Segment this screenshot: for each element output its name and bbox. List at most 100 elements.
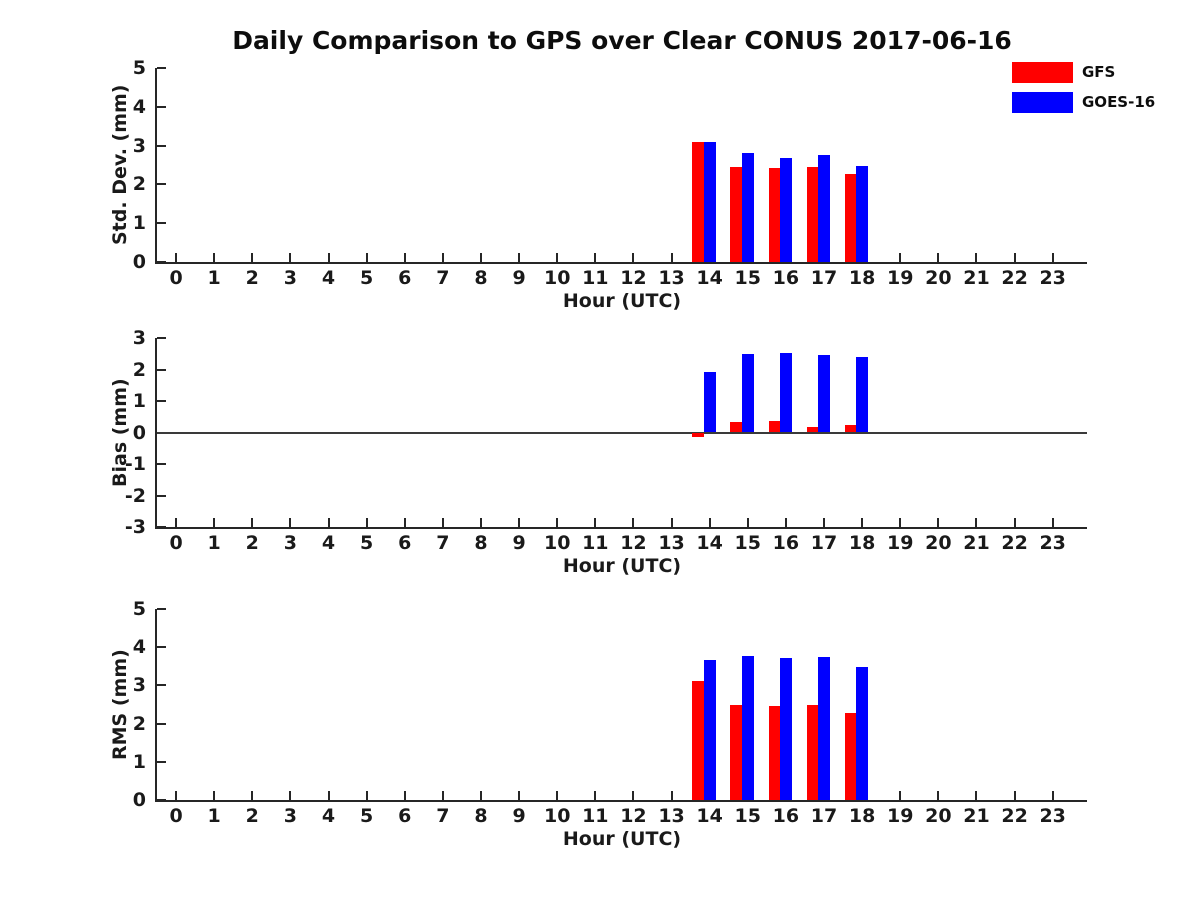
bar-goes-16-hour-16 <box>779 158 792 262</box>
y-tick-mark <box>157 67 166 69</box>
x-tick-label: 9 <box>512 532 526 554</box>
x-tick-label: 21 <box>963 805 990 827</box>
x-tick-label: 10 <box>543 805 571 827</box>
y-tick-mark <box>157 526 166 528</box>
x-tick-label: 16 <box>772 805 800 827</box>
x-tick-label: 15 <box>734 805 761 827</box>
x-tick-label: 19 <box>887 805 914 827</box>
legend-label-gfs: GFS <box>1082 63 1116 81</box>
y-tick-label: -2 <box>124 484 146 507</box>
x-tick-mark <box>708 518 711 527</box>
bar-gfs-hour-16 <box>768 420 781 433</box>
x-tick-label: 2 <box>245 805 259 827</box>
x-tick-mark <box>937 253 940 262</box>
bar-gfs-hour-16 <box>768 706 781 800</box>
x-tick-mark <box>1051 253 1054 262</box>
x-tick-label: 6 <box>398 805 412 827</box>
y-tick-mark <box>157 646 166 649</box>
x-tick-mark <box>899 253 902 262</box>
x-tick-label: 12 <box>620 532 647 554</box>
x-tick-mark <box>1051 791 1054 800</box>
bar-goes-16-hour-14 <box>703 659 716 800</box>
x-tick-mark <box>251 791 254 800</box>
x-tick-mark <box>327 518 330 527</box>
x-tick-mark <box>327 253 330 262</box>
y-tick-mark <box>157 400 166 402</box>
y-tick-label: -1 <box>124 453 146 475</box>
y-tick-label: 2 <box>132 712 146 735</box>
x-tick-label: 17 <box>810 267 838 289</box>
x-tick-mark <box>594 518 597 527</box>
x-tick-mark <box>594 253 597 262</box>
x-tick-mark <box>556 253 559 262</box>
x-tick-mark <box>213 791 216 800</box>
x-tick-mark <box>441 518 444 527</box>
bar-gfs-hour-18 <box>844 173 857 262</box>
bar-goes-16-hour-18 <box>856 165 869 262</box>
y-tick-mark <box>157 608 166 610</box>
x-tick-label: 15 <box>734 267 761 289</box>
y-tick-label: 1 <box>132 750 146 773</box>
y-tick-label: 2 <box>132 173 146 196</box>
x-tick-label: 1 <box>207 532 221 554</box>
x-tick-mark <box>175 518 178 527</box>
x-tick-label: 13 <box>658 267 685 289</box>
bar-gfs-hour-15 <box>730 705 743 800</box>
legend-item-gfs: GFS <box>1012 62 1155 83</box>
x-tick-mark <box>251 253 254 262</box>
x-tick-mark <box>899 791 902 800</box>
y-tick-mark <box>157 463 166 465</box>
x-tick-label: 18 <box>848 805 876 827</box>
x-tick-label: 22 <box>1001 805 1028 827</box>
x-tick-label: 8 <box>474 532 488 554</box>
legend-swatch-goes16 <box>1012 92 1073 113</box>
y-tick-mark <box>157 337 166 339</box>
legend-label-goes16: GOES-16 <box>1082 93 1156 111</box>
bar-gfs-hour-15 <box>730 421 743 433</box>
y-tick-label: 3 <box>132 327 146 349</box>
x-tick-label: 21 <box>963 267 990 289</box>
x-tick-label: 14 <box>696 267 723 289</box>
y-tick-label: 4 <box>132 95 146 118</box>
x-axis-spine <box>155 527 1087 529</box>
bar-gfs-hour-17 <box>806 426 819 433</box>
y-tick-mark <box>157 722 166 725</box>
x-tick-label: 11 <box>582 532 609 554</box>
bar-gfs-hour-14 <box>692 141 705 262</box>
x-tick-label: 1 <box>207 267 221 289</box>
x-tick-mark <box>937 518 940 527</box>
y-tick-label: 1 <box>132 390 146 412</box>
x-tick-label: 4 <box>321 532 336 554</box>
x-tick-mark <box>479 253 482 262</box>
bar-goes-16-hour-16 <box>779 352 792 433</box>
x-tick-mark <box>365 791 368 800</box>
x-tick-mark <box>975 518 978 527</box>
x-tick-label: 10 <box>543 267 571 289</box>
x-tick-mark <box>1051 518 1054 527</box>
y-tick-label: 2 <box>132 358 146 381</box>
x-tick-mark <box>175 253 178 262</box>
x-tick-label: 19 <box>887 267 914 289</box>
x-tick-mark <box>518 253 521 262</box>
x-tick-mark <box>1013 791 1016 800</box>
x-tick-mark <box>289 791 292 800</box>
x-tick-mark <box>632 518 635 527</box>
x-tick-label: 2 <box>245 267 259 289</box>
y-tick-label: 1 <box>132 212 146 235</box>
x-tick-label: 0 <box>169 267 183 289</box>
x-tick-mark <box>175 791 178 800</box>
x-tick-label: 7 <box>436 532 450 554</box>
legend: GFS GOES-16 <box>1012 62 1155 122</box>
x-tick-label: 22 <box>1001 532 1028 554</box>
x-tick-mark <box>365 518 368 527</box>
x-tick-label: 5 <box>360 532 374 554</box>
y-tick-mark <box>157 105 166 108</box>
y-tick-label: -3 <box>124 516 146 538</box>
x-tick-label: 5 <box>360 805 374 827</box>
x-tick-mark <box>1013 253 1016 262</box>
bar-gfs-hour-16 <box>768 168 781 262</box>
x-tick-label: 19 <box>887 532 914 554</box>
x-tick-label: 23 <box>1039 532 1066 554</box>
x-tick-mark <box>403 253 406 262</box>
